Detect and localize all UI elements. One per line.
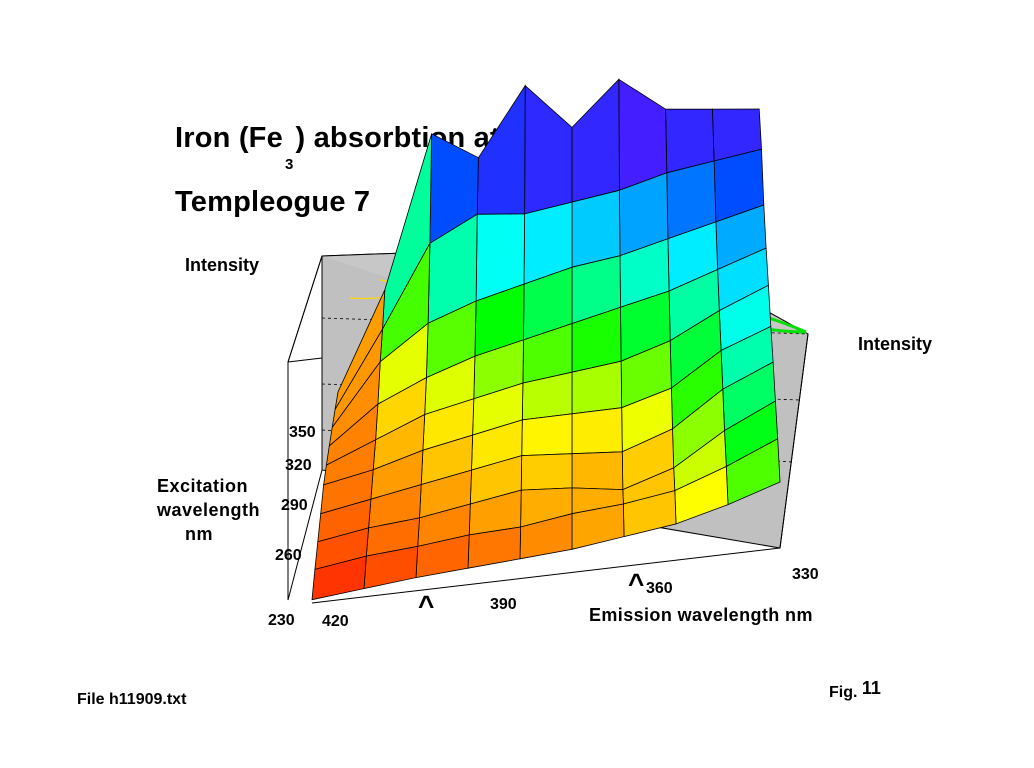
edge-top-left: [287, 255, 323, 363]
excitation-tick-230: 230: [268, 612, 295, 629]
chart-subtitle: Templeogue 7: [175, 186, 371, 218]
marker-360nm: ^: [628, 568, 645, 599]
surface-cell: [618, 78, 668, 191]
z-axis-label-left: Intensity: [185, 255, 260, 275]
surface-cell: [571, 407, 623, 455]
y-axis-label: Excitation wavelength nm: [157, 474, 260, 546]
edge-left-drop: [287, 357, 323, 363]
y-axis-label-line3: nm: [185, 524, 213, 544]
figure-prefix: Fig.: [829, 684, 858, 701]
surface-cell: [571, 451, 624, 491]
surface-mesh: [311, 78, 781, 601]
surface-cell: [571, 189, 621, 268]
surface-cell: [311, 555, 367, 601]
y-axis-label-line2: wavelength: [157, 500, 261, 520]
surface-cell: [476, 84, 526, 215]
title-part-a: Iron (Fe: [175, 122, 283, 154]
emission-tick-390: 390: [490, 596, 517, 613]
excitation-tick-260: 260: [275, 547, 302, 564]
surface-cell: [520, 453, 573, 491]
base-edge-front: [311, 547, 781, 604]
emission-tick-420: 420: [322, 613, 349, 630]
surface-cell: [524, 84, 573, 215]
excitation-tick-290: 290: [281, 497, 308, 514]
z-axis-label-right: Intensity: [858, 334, 933, 354]
file-name: File h11909.txt: [77, 691, 187, 708]
emission-tick-330: 330: [792, 566, 819, 583]
marker-400nm: ^: [418, 590, 435, 621]
figure-number: 11: [861, 678, 881, 698]
y-axis-label-line1: Excitation: [157, 476, 249, 496]
excitation-tick-350: 350: [289, 424, 316, 441]
emission-tick-360: 360: [646, 580, 673, 597]
surface-cell: [571, 78, 620, 203]
x-axis-label: Emission wavelength nm: [589, 605, 813, 625]
excitation-tick-320: 320: [285, 457, 312, 474]
figure-label: Fig. 11: [829, 678, 881, 702]
edge-right-vert: [779, 333, 809, 549]
title-subscript: 3: [284, 156, 294, 173]
surface-cell: [521, 413, 573, 457]
